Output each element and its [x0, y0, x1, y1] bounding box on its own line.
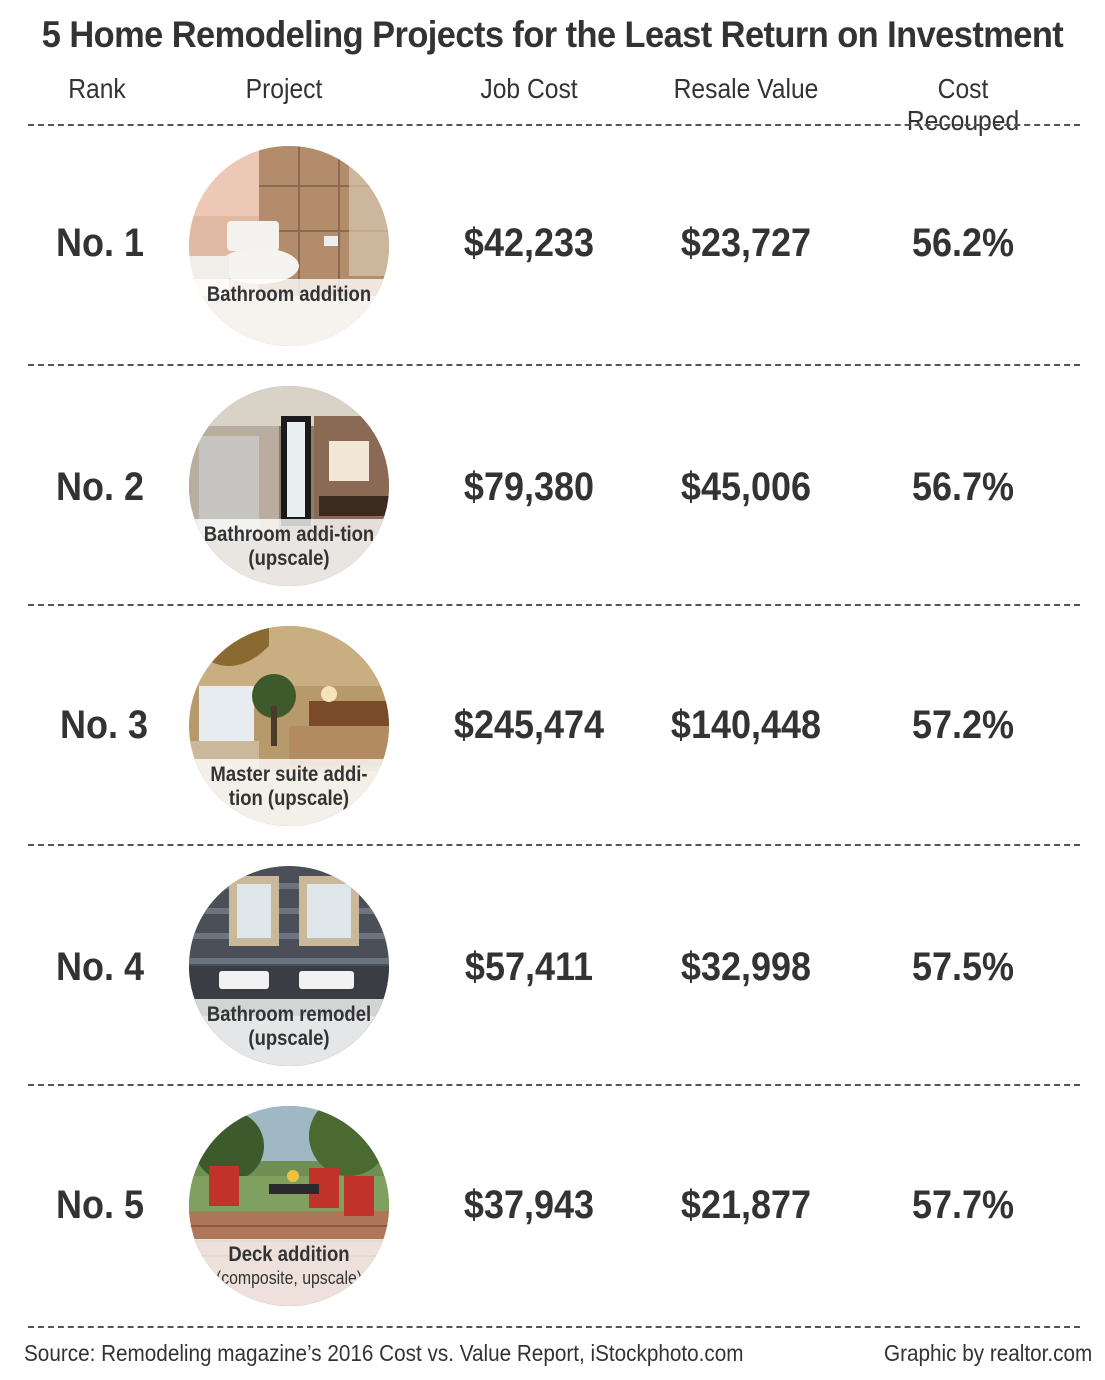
project-caption: Bathroom addi-tion (upscale) [203, 523, 375, 570]
resale-value-cell: $32,998 [680, 945, 812, 989]
project-caption-sub: (composite, upscale) [215, 1268, 363, 1288]
cost-recouped-cell: 57.5% [911, 945, 1015, 989]
rank-cell: No. 3 [59, 703, 149, 747]
resale-value-cell: $23,727 [680, 221, 812, 265]
table-row: No. 5 Deck addition (composite, upscale)… [0, 1085, 1105, 1325]
cost-recouped-cell: 56.7% [911, 465, 1015, 509]
project-caption: Deck addition [228, 1243, 350, 1266]
header-project: Project [245, 73, 323, 104]
job-cost-cell: $79,380 [463, 465, 595, 509]
header-cost-recouped: Cost Recouped [906, 73, 1020, 136]
cost-recouped-cell: 57.7% [911, 1183, 1015, 1227]
rank-cell: No. 1 [55, 221, 145, 265]
job-cost-cell: $57,411 [464, 945, 594, 989]
graphic-credit: Graphic by realtor.com [884, 1340, 1093, 1366]
resale-value-cell: $21,877 [680, 1183, 812, 1227]
divider [28, 844, 1080, 846]
page-title: 5 Home Remodeling Projects for the Least… [41, 14, 1064, 55]
bathroom-remodel-photo: Bathroom remodel (upscale) [189, 866, 389, 1066]
project-caption: Bathroom addition [206, 283, 372, 306]
rank-cell: No. 2 [55, 465, 145, 509]
header-rank: Rank [68, 73, 126, 104]
upscale-bathroom-addition-photo: Bathroom addi-tion (upscale) [189, 386, 389, 586]
table-row: No. 4 Bathroom remodel (upscale) $57,411… [0, 845, 1105, 1085]
source-note: Source: Remodeling magazine’s 2016 Cost … [24, 1340, 744, 1366]
cost-recouped-cell: 56.2% [911, 221, 1015, 265]
divider [28, 1084, 1080, 1086]
resale-value-cell: $45,006 [680, 465, 812, 509]
project-caption: Master suite addi-tion (upscale) [210, 763, 368, 810]
resale-value-cell: $140,448 [670, 703, 822, 747]
header-job-cost: Job Cost [480, 73, 578, 104]
table-row: No. 1 Bathroom addition $42,233 $23,727 … [0, 125, 1105, 365]
rank-cell: No. 5 [55, 1183, 145, 1227]
divider [28, 1326, 1080, 1328]
table-row: No. 2 Bathroom addi-tion (upscale) $79,3… [0, 365, 1105, 605]
job-cost-cell: $42,233 [463, 221, 595, 265]
master-suite-photo: Master suite addi-tion (upscale) [189, 626, 389, 826]
table-row: No. 3 Master suite addi-tion (upscale) $… [0, 605, 1105, 845]
divider [28, 364, 1080, 366]
rank-cell: No. 4 [55, 945, 145, 989]
job-cost-cell: $245,474 [453, 703, 605, 747]
divider [28, 124, 1080, 126]
cost-recouped-cell: 57.2% [911, 703, 1015, 747]
bathroom-addition-photo: Bathroom addition [189, 146, 389, 346]
job-cost-cell: $37,943 [463, 1183, 595, 1227]
divider [28, 604, 1080, 606]
deck-addition-photo: Deck addition (composite, upscale) [189, 1106, 389, 1306]
header-resale-value: Resale Value [673, 73, 819, 104]
project-caption: Bathroom remodel (upscale) [206, 1003, 372, 1050]
